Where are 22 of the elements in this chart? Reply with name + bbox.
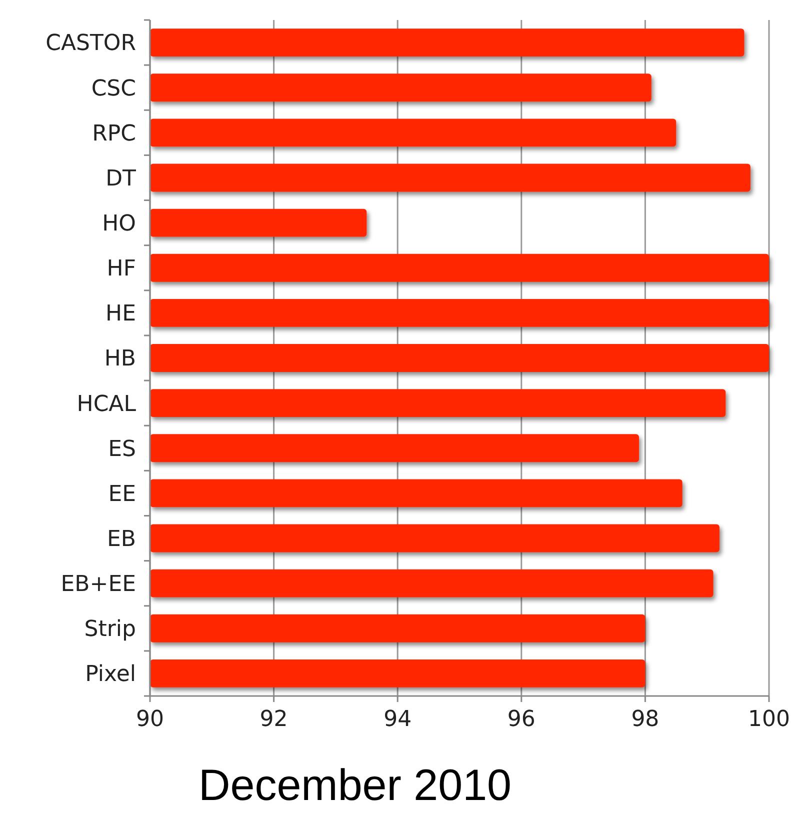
x-tick-label: 92 [260, 707, 288, 732]
x-tick-label: 94 [384, 707, 412, 732]
y-tick-label: HCAL [76, 392, 137, 417]
y-tick-label: EE [108, 482, 136, 507]
y-tick-label: CASTOR [46, 31, 136, 56]
y-tick-label: Strip [84, 617, 136, 642]
x-tick-label: 98 [631, 707, 660, 732]
y-tick-label: EB+EE [60, 572, 136, 598]
y-tick-label: EB [107, 526, 136, 552]
x-tick-label: 96 [507, 707, 536, 732]
x-axis-title: December 2010 [198, 761, 512, 810]
y-tick-label: HB [104, 346, 136, 372]
x-tick-label: 100 [748, 707, 790, 732]
x-tick-label: 90 [136, 707, 164, 732]
y-tick-label: CSC [91, 76, 136, 102]
y-tick-label: HE [106, 302, 136, 327]
y-tick-label: DT [106, 166, 137, 192]
y-tick-label: Pixel [85, 662, 136, 688]
y-tick-label: ES [108, 436, 136, 462]
y-tick-label: RPC [92, 121, 136, 146]
y-tick-label: HO [102, 212, 136, 236]
y-tick-label: HF [106, 256, 136, 282]
